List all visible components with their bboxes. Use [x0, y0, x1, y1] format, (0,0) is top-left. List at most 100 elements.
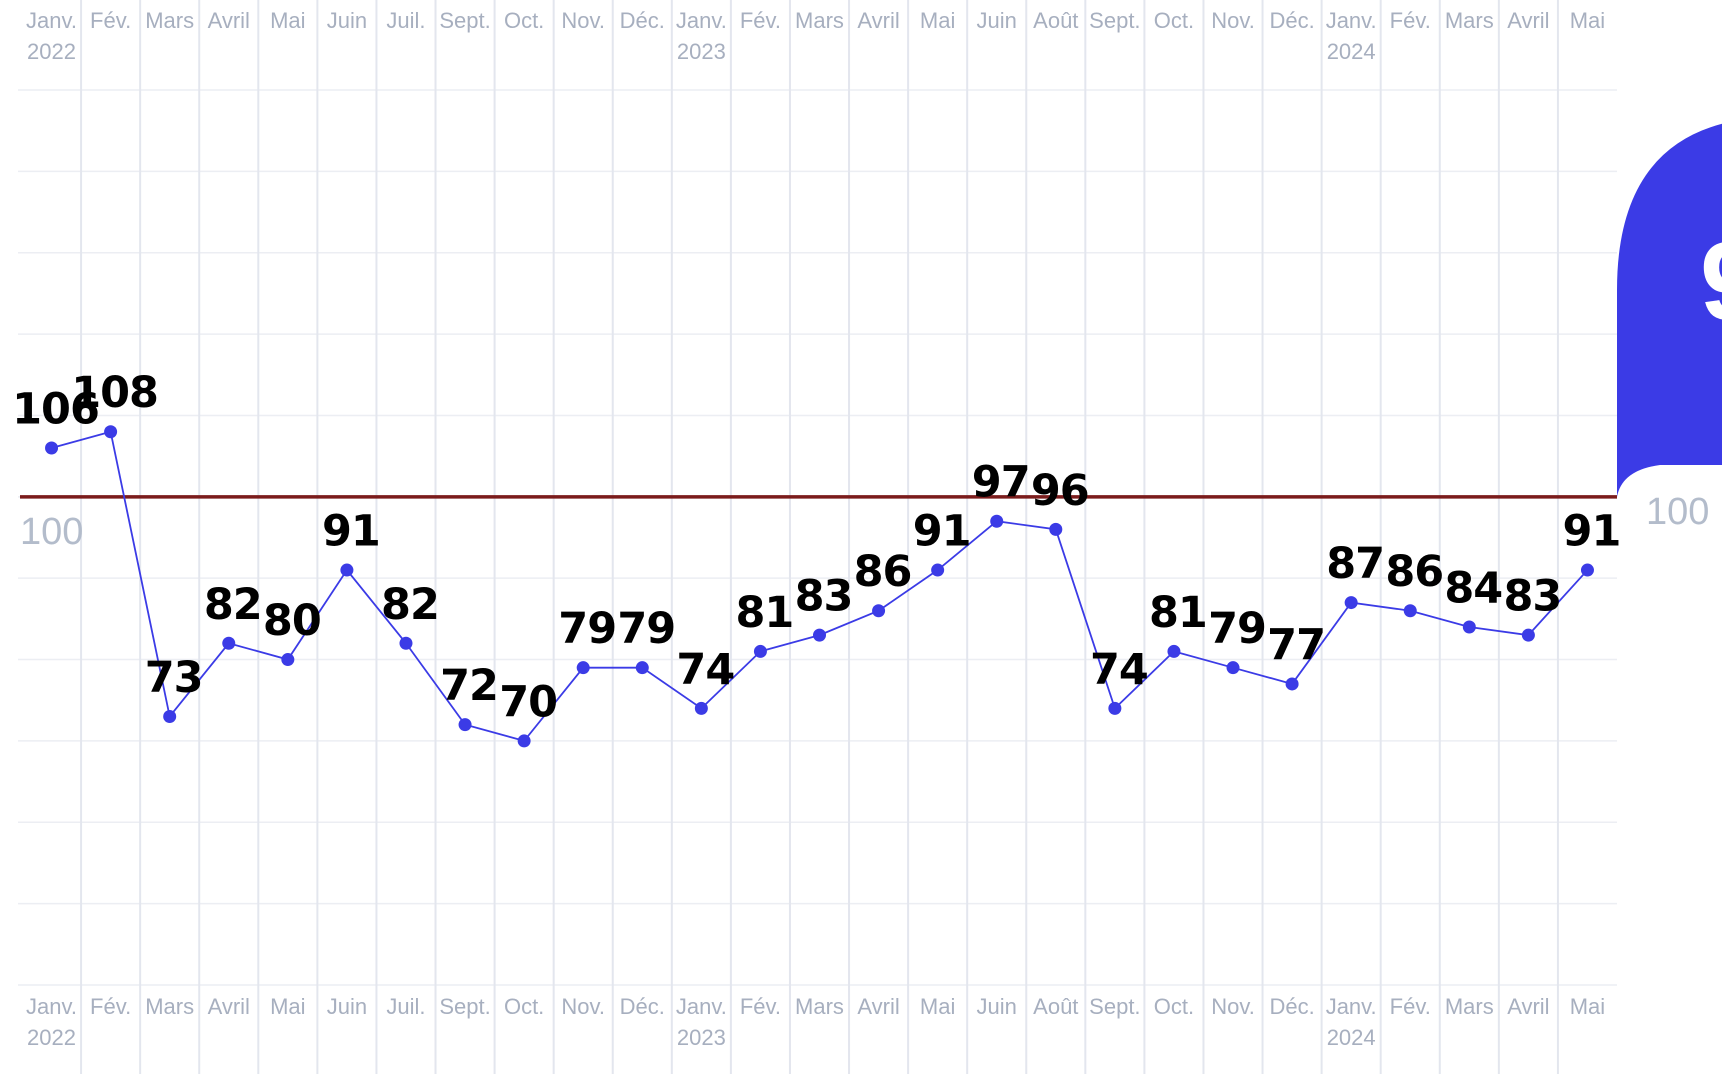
data-label: 79: [558, 604, 616, 654]
x-tick-label-bottom: Août: [1033, 994, 1078, 1019]
x-tick-label-top: Mars: [1445, 8, 1494, 33]
data-point: [399, 636, 413, 650]
x-tick-label-top: Nov.: [561, 8, 605, 33]
x-tick-label-top: Fév.: [1390, 8, 1431, 33]
x-tick-label-top: Mai: [920, 8, 955, 33]
x-tick-label-top: Janv. 2022: [26, 8, 77, 64]
data-point: [635, 661, 649, 675]
x-tick-label-top: Janv. 2024: [1326, 8, 1377, 64]
x-tick-label-bottom: Nov.: [561, 994, 605, 1019]
data-label: 87: [1326, 539, 1384, 589]
x-tick-label-top: Août: [1033, 8, 1078, 33]
data-point: [1580, 563, 1594, 577]
data-label: 82: [204, 580, 262, 630]
x-tick-label-top: Sept.: [1089, 8, 1140, 33]
data-point: [104, 425, 118, 439]
data-label: 81: [1149, 588, 1207, 638]
x-tick-label-bottom: Avril: [857, 994, 899, 1019]
data-point: [1226, 661, 1240, 675]
data-point: [281, 653, 295, 667]
x-tick-label-top: Juin: [327, 8, 367, 33]
data-label: 86: [854, 547, 912, 597]
data-label: 91: [1563, 507, 1621, 557]
data-label: 106: [12, 385, 99, 435]
data-label: 91: [322, 507, 380, 557]
x-tick-label-top: Juil.: [386, 8, 425, 33]
data-label: 81: [736, 588, 794, 638]
data-point: [1108, 701, 1122, 715]
x-tick-label-bottom: Mai: [270, 994, 305, 1019]
reference-label-right: 100: [1646, 491, 1709, 533]
x-tick-label-top: Fév.: [90, 8, 131, 33]
x-tick-label-top: Nov.: [1211, 8, 1255, 33]
x-tick-label-top: Mai: [270, 8, 305, 33]
data-label: 79: [1208, 604, 1266, 654]
data-point: [1167, 644, 1181, 658]
x-tick-label-bottom: Avril: [208, 994, 250, 1019]
data-point: [45, 441, 59, 455]
x-tick-label-bottom: Sept.: [1089, 994, 1140, 1019]
x-tick-label-top: Sept.: [439, 8, 490, 33]
data-point: [694, 701, 708, 715]
data-point: [1403, 604, 1417, 618]
data-point: [753, 644, 767, 658]
x-tick-label-top: Avril: [1507, 8, 1549, 33]
x-tick-label-bottom: Déc.: [620, 994, 665, 1019]
x-tick-label-bottom: Oct.: [1154, 994, 1194, 1019]
x-tick-label-bottom: Janv. 2022: [26, 994, 77, 1050]
data-point: [1344, 596, 1358, 610]
x-tick-label-bottom: Fév.: [1390, 994, 1431, 1019]
x-tick-label-bottom: Fév.: [740, 994, 781, 1019]
x-tick-label-top: Fév.: [740, 8, 781, 33]
x-tick-label-top: Déc.: [1269, 8, 1314, 33]
x-tick-label-top: Mars: [795, 8, 844, 33]
data-label: 74: [1090, 645, 1148, 695]
x-tick-label-top: Oct.: [1154, 8, 1194, 33]
x-tick-label-bottom: Mars: [145, 994, 194, 1019]
data-point: [931, 563, 945, 577]
data-point: [813, 628, 826, 642]
callout-value: 91: [1700, 220, 1722, 343]
data-label: 79: [617, 604, 675, 654]
data-label: 97: [972, 458, 1030, 508]
data-point: [1521, 628, 1535, 642]
x-tick-label-bottom: Mai: [1570, 994, 1605, 1019]
data-point: [340, 563, 354, 577]
x-tick-label-top: Oct.: [504, 8, 544, 33]
data-label: 84: [1444, 564, 1502, 614]
x-tick-label-top: Déc.: [620, 8, 665, 33]
x-tick-label-bottom: Déc.: [1269, 994, 1314, 1019]
data-label: 96: [1031, 466, 1089, 516]
x-tick-label-top: Avril: [208, 8, 250, 33]
x-tick-label-bottom: Avril: [1507, 994, 1549, 1019]
data-label: 91: [913, 507, 971, 557]
data-label: 77: [1267, 620, 1325, 670]
x-tick-label-top: Mars: [145, 8, 194, 33]
x-tick-label-bottom: Mai: [920, 994, 955, 1019]
x-tick-label-bottom: Oct.: [504, 994, 544, 1019]
data-point: [872, 604, 886, 618]
x-tick-label-bottom: Sept.: [439, 994, 490, 1019]
data-label: 83: [1503, 572, 1561, 622]
data-label: 108: [71, 368, 158, 418]
data-point: [576, 661, 590, 675]
x-tick-label-bottom: Fév.: [90, 994, 131, 1019]
x-tick-label-top: Avril: [857, 8, 899, 33]
x-tick-label-bottom: Juin: [327, 994, 367, 1019]
data-label: 80: [263, 596, 321, 646]
callout: [1617, 123, 1722, 497]
data-point: [1285, 677, 1299, 691]
data-label: 73: [145, 653, 203, 703]
data-point: [517, 734, 531, 748]
data-label: 70: [499, 677, 557, 727]
x-tick-label-top: Janv. 2023: [676, 8, 727, 64]
data-point: [990, 514, 1004, 528]
x-tick-label-bottom: Nov.: [1211, 994, 1255, 1019]
data-point: [222, 636, 236, 650]
data-label: 72: [440, 661, 498, 711]
x-tick-label-bottom: Mars: [795, 994, 844, 1019]
data-label: 74: [676, 645, 734, 695]
x-tick-label-bottom: Mars: [1445, 994, 1494, 1019]
data-label: 83: [795, 572, 853, 622]
